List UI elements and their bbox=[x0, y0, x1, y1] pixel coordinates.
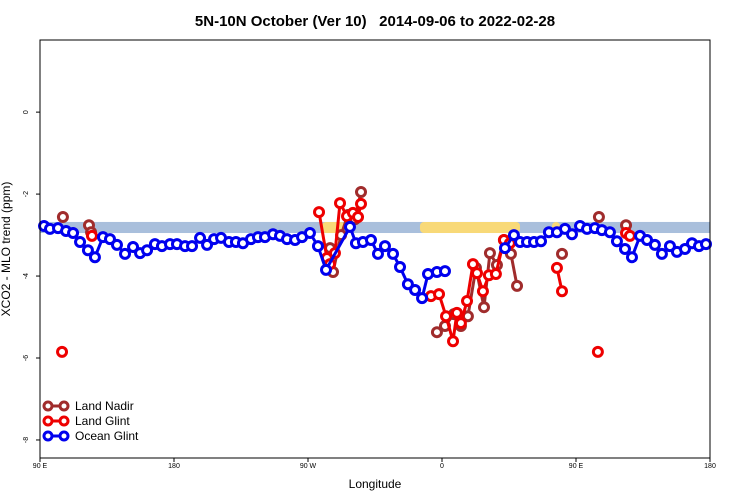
legend-label: Ocean Glint bbox=[75, 429, 139, 443]
data-point bbox=[591, 345, 604, 358]
data-point bbox=[352, 211, 365, 224]
data-point bbox=[56, 345, 69, 358]
x-tick-label: 90 E bbox=[33, 463, 48, 470]
y-tick-label: -8 bbox=[23, 437, 30, 443]
x-tick-label: 180 bbox=[168, 463, 180, 470]
band bbox=[40, 221, 710, 234]
data-point bbox=[81, 244, 94, 257]
data-point bbox=[303, 227, 316, 240]
legend-label: Land Nadir bbox=[75, 399, 134, 413]
data-point bbox=[618, 243, 631, 255]
legend-swatch bbox=[42, 415, 54, 427]
legend-swatch bbox=[42, 430, 54, 442]
data-point bbox=[550, 261, 563, 274]
data-point bbox=[556, 247, 569, 260]
data-point bbox=[127, 240, 140, 253]
data-point bbox=[511, 279, 524, 292]
data-point bbox=[535, 235, 548, 248]
data-point bbox=[311, 240, 324, 253]
x-tick-label: 180 bbox=[704, 463, 716, 470]
data-point bbox=[88, 251, 101, 264]
data-point bbox=[430, 326, 443, 339]
data-point bbox=[141, 244, 154, 257]
data-point bbox=[489, 267, 502, 280]
data-point bbox=[648, 238, 661, 251]
data-point bbox=[433, 288, 446, 301]
axes-layer: 90 E 180 90 W 0 90 E 180 0 -2 -4 -6 -8 bbox=[23, 110, 716, 470]
data-point bbox=[507, 229, 520, 242]
data-point bbox=[186, 240, 199, 253]
data-point bbox=[355, 197, 368, 210]
data-point bbox=[470, 267, 483, 280]
data-point bbox=[477, 301, 490, 314]
y-tick-label: -6 bbox=[23, 355, 30, 361]
legend-swatch bbox=[42, 400, 54, 412]
data-point bbox=[556, 285, 569, 298]
data-point bbox=[625, 251, 638, 264]
data-point bbox=[394, 261, 407, 274]
data-point bbox=[194, 231, 207, 244]
data-point bbox=[438, 265, 451, 278]
data-point bbox=[603, 226, 616, 239]
y-tick-label: 0 bbox=[23, 110, 30, 114]
data-point bbox=[85, 229, 98, 242]
chart-title: 5N-10N October (Ver 10) 2014-09-06 to 20… bbox=[195, 13, 555, 30]
x-tick-label: 90 W bbox=[300, 463, 317, 470]
data-point bbox=[466, 258, 479, 271]
plot-frame bbox=[39, 39, 711, 459]
data-point bbox=[623, 229, 636, 242]
data-point bbox=[401, 278, 414, 291]
legend-swatch bbox=[58, 400, 70, 412]
data-point bbox=[476, 285, 489, 298]
data-point bbox=[592, 211, 605, 224]
data-point bbox=[67, 227, 80, 240]
x-axis-label: Longitude bbox=[349, 477, 402, 491]
data-point bbox=[320, 263, 333, 276]
data-point bbox=[119, 247, 132, 260]
x-tick-label: 90 E bbox=[569, 463, 584, 470]
data-point bbox=[378, 240, 391, 253]
legend-swatch bbox=[58, 430, 70, 442]
data-point bbox=[334, 197, 347, 210]
data-point bbox=[364, 233, 377, 246]
data-point bbox=[387, 247, 400, 260]
data-point bbox=[655, 247, 668, 260]
data-point bbox=[74, 236, 87, 249]
data-point bbox=[313, 206, 326, 219]
data-point bbox=[416, 292, 429, 305]
y-tick-label: -2 bbox=[23, 191, 30, 197]
band-highlight bbox=[419, 221, 521, 234]
data-point bbox=[699, 238, 712, 251]
data-point bbox=[371, 247, 384, 260]
data-point bbox=[355, 186, 368, 199]
data-point bbox=[498, 242, 511, 255]
data-point bbox=[610, 235, 623, 248]
y-axis-label: XCO2 - MLO trend (ppm) bbox=[0, 182, 13, 317]
data-point bbox=[450, 306, 463, 319]
data-point bbox=[56, 211, 69, 224]
data-layer bbox=[38, 186, 712, 358]
legend-swatch bbox=[58, 415, 70, 427]
data-point bbox=[565, 228, 578, 241]
data-point bbox=[447, 335, 460, 348]
data-point bbox=[110, 238, 123, 251]
legend-label: Land Glint bbox=[75, 414, 130, 428]
data-point bbox=[454, 317, 467, 330]
data-point bbox=[409, 283, 422, 296]
data-point bbox=[440, 310, 453, 323]
x-tick-label: 0 bbox=[440, 463, 444, 470]
data-point bbox=[461, 295, 474, 308]
data-point bbox=[343, 220, 356, 233]
data-point bbox=[483, 247, 496, 260]
y-tick-label: -4 bbox=[23, 273, 30, 279]
